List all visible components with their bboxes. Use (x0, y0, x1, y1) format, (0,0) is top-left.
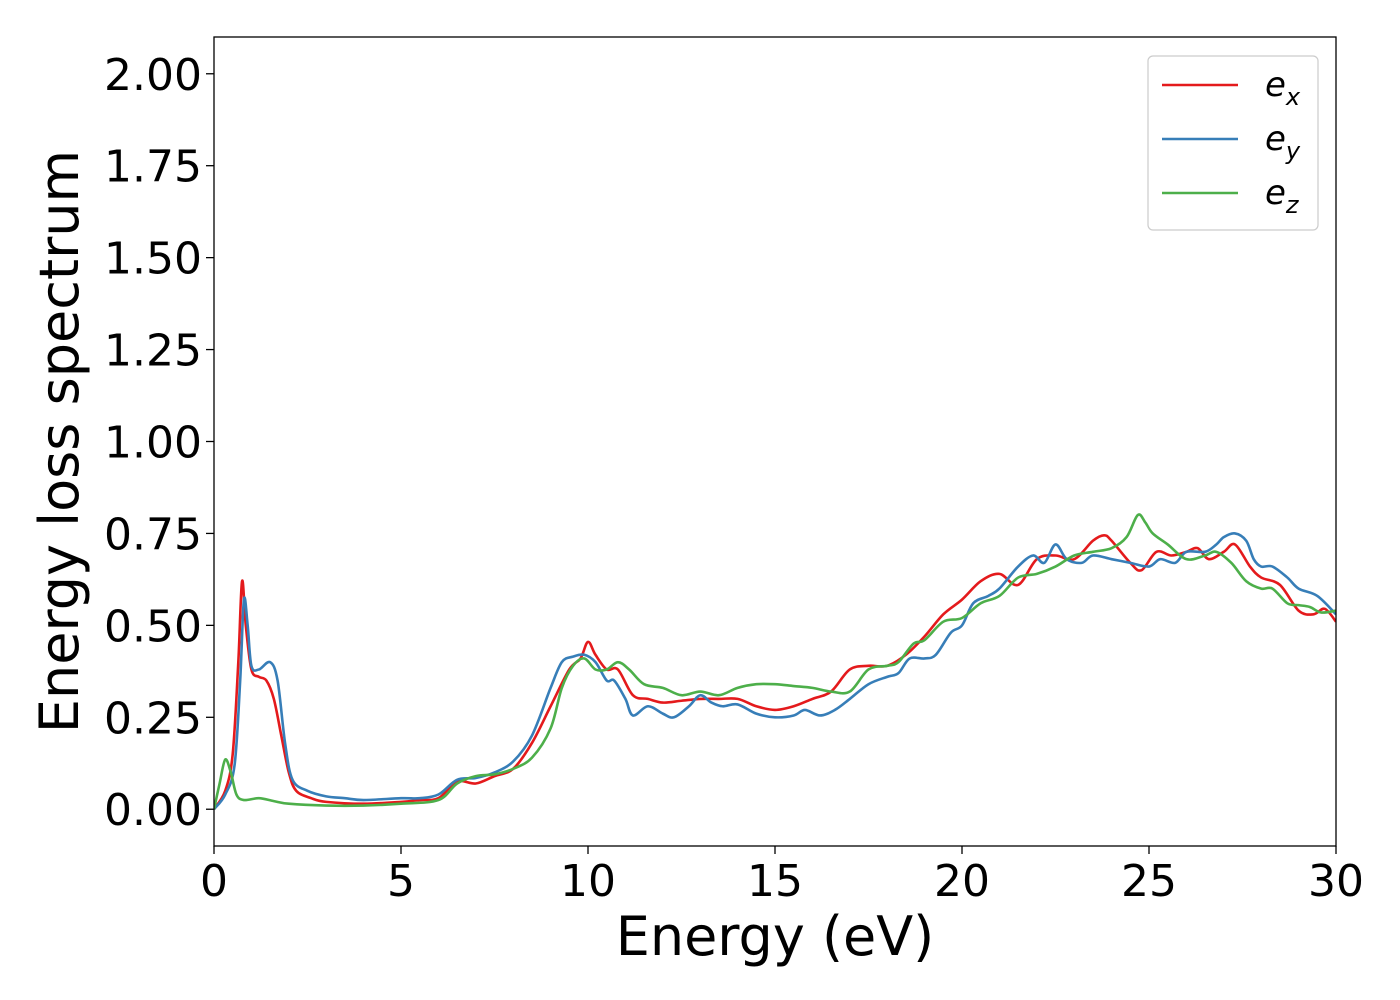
x-tick-label: 5 (387, 856, 415, 907)
series-line-x (214, 533, 1336, 810)
x-tick-label: 10 (560, 856, 616, 907)
y-tick-label: 0.50 (104, 601, 202, 652)
x-tick-label: 15 (747, 856, 803, 907)
series-line-y (214, 532, 1336, 811)
legend-label-z: ez (1265, 173, 1300, 219)
y-tick-label: 1.25 (104, 326, 202, 377)
x-tick-label: 20 (934, 856, 990, 907)
ticks-layer: 0 5 10 15 20 25 30 0.00 0.25 0.50 0.75 1.00 1.25 1.50… (104, 50, 1364, 907)
y-axis-title: Energy loss spectrum (28, 150, 91, 733)
y-tick-label: 0.25 (104, 693, 202, 744)
x-tick-label: 25 (1121, 856, 1177, 907)
x-tick-label: 30 (1308, 856, 1364, 907)
x-axis-title: Energy (eV) (616, 905, 935, 968)
y-tick-label: 1.75 (104, 142, 202, 193)
series-line-z (214, 513, 1336, 810)
legend: ex ey ez (1147, 55, 1319, 231)
y-tick-label: 2.00 (104, 50, 202, 101)
y-tick-label: 0.00 (104, 785, 202, 836)
series-layer (214, 513, 1336, 811)
legend-label-y: ey (1265, 119, 1301, 165)
x-tick-label: 0 (200, 856, 228, 907)
y-tick-label: 1.50 (104, 234, 202, 285)
legend-box (1147, 55, 1319, 231)
y-tick-label: 0.75 (104, 509, 202, 560)
legend-label-x: ex (1265, 65, 1301, 111)
y-tick-label: 1.00 (104, 418, 202, 469)
